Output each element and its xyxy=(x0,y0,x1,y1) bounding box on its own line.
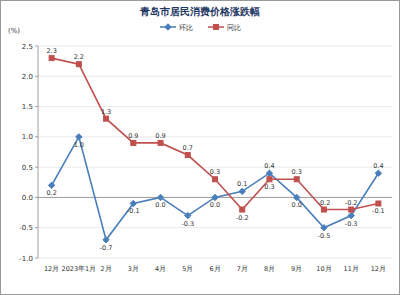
data-label: -0.7 xyxy=(100,244,113,252)
y-tick-label: -0.5 xyxy=(19,224,33,232)
y-axis xyxy=(38,46,39,258)
y-tick-label: -1.0 xyxy=(19,255,33,263)
x-tick-label: 8月 xyxy=(264,265,275,273)
marker xyxy=(293,194,299,200)
data-label: 0.2 xyxy=(46,189,56,197)
data-label: -0.3 xyxy=(345,220,358,228)
series-line xyxy=(52,137,379,240)
data-label: 1.3 xyxy=(101,108,111,116)
tick-mark xyxy=(35,167,38,168)
grid-line xyxy=(38,46,392,47)
tick-mark xyxy=(35,258,38,259)
tick-mark xyxy=(35,227,38,228)
marker xyxy=(165,24,171,30)
marker xyxy=(376,201,381,206)
data-label: 0.9 xyxy=(128,132,138,140)
grid-line xyxy=(38,76,392,77)
marker xyxy=(321,207,326,212)
x-tick-label: 2023年1月 xyxy=(62,265,97,273)
y-tick-label: 1.5 xyxy=(22,103,33,111)
grid-line xyxy=(38,136,392,137)
data-label: 0.0 xyxy=(210,201,220,209)
y-tick-label: 2.0 xyxy=(22,73,33,81)
marker xyxy=(103,237,109,243)
chart: 青岛市居民消费价格涨跌幅 (%) -1.0 -0.5 0.0 0.5 1.0 1.5 2.0 2.… xyxy=(0,0,400,295)
marker xyxy=(213,177,218,182)
data-label: 0.7 xyxy=(183,144,193,152)
marker xyxy=(185,153,190,158)
x-tick-label: 11月 xyxy=(344,265,359,273)
marker xyxy=(131,140,136,145)
marker xyxy=(49,56,54,61)
data-label: 0.3 xyxy=(210,168,220,176)
y-tick-label: 0.5 xyxy=(22,164,33,172)
tick-mark xyxy=(35,136,38,137)
data-label: 2.3 xyxy=(46,47,56,55)
x-tick-label: 12月 xyxy=(44,265,59,273)
marker xyxy=(157,194,163,200)
marker xyxy=(349,207,354,212)
data-label: -0.5 xyxy=(318,232,331,240)
y-tick-label: 2.5 xyxy=(22,43,33,51)
marker xyxy=(214,25,219,30)
marker xyxy=(76,62,81,67)
marker xyxy=(348,212,354,218)
tick-mark xyxy=(35,197,38,198)
x-tick-label: 12月 xyxy=(371,265,386,273)
tick-mark xyxy=(35,106,38,107)
marker xyxy=(48,182,54,188)
marker xyxy=(266,170,272,176)
marker xyxy=(321,225,327,231)
data-label: -0.1 xyxy=(372,207,385,215)
data-label: -0.2 xyxy=(345,199,358,207)
plot-area xyxy=(48,56,381,243)
data-label: -0.3 xyxy=(181,220,194,228)
marker xyxy=(104,116,109,121)
tick-mark xyxy=(35,76,38,77)
data-label: -0.2 xyxy=(236,214,249,222)
data-label: 0.3 xyxy=(292,168,302,176)
marker xyxy=(239,188,245,194)
marker xyxy=(240,207,245,212)
x-tick-label: 3月 xyxy=(128,265,139,273)
data-label: 1.0 xyxy=(74,141,84,149)
data-label: 0.1 xyxy=(237,180,247,188)
marker xyxy=(294,177,299,182)
x-tick-label: 2月 xyxy=(101,265,112,273)
y-tick-label: 0.0 xyxy=(22,194,33,202)
data-label: -0.2 xyxy=(318,199,331,207)
x-tick-label: 9月 xyxy=(291,265,302,273)
data-label: 0.4 xyxy=(264,162,274,170)
x-tick-label: 7月 xyxy=(237,265,248,273)
y-tick-label: 1.0 xyxy=(22,133,33,141)
marker xyxy=(375,170,381,176)
data-label: 0.9 xyxy=(155,132,165,140)
grid-line xyxy=(38,258,392,259)
marker xyxy=(185,212,191,218)
marker xyxy=(267,177,272,182)
x-tick-label: 4月 xyxy=(155,265,166,273)
data-label: 0.0 xyxy=(155,201,165,209)
grid-line xyxy=(38,227,392,228)
tick-mark xyxy=(35,46,38,47)
marker xyxy=(130,200,136,206)
legend-label: 同比 xyxy=(227,24,241,32)
data-label: 0.4 xyxy=(373,162,383,170)
marker xyxy=(76,134,82,140)
data-label: 2.2 xyxy=(74,53,84,61)
x-tick-label: 6月 xyxy=(209,265,220,273)
series-line xyxy=(52,58,379,209)
data-label: -0.1 xyxy=(127,207,140,215)
chart-border xyxy=(1,1,400,295)
marker xyxy=(212,194,218,200)
grid-line xyxy=(38,106,392,107)
data-label: 0.0 xyxy=(292,201,302,209)
x-tick-label: 5月 xyxy=(182,265,193,273)
marker xyxy=(158,140,163,145)
y-axis-label: (%) xyxy=(8,27,20,35)
title: 青岛市居民消费价格涨跌幅 xyxy=(139,6,260,17)
x-tick-label: 10月 xyxy=(316,265,331,273)
legend-label: 环比 xyxy=(179,24,193,32)
data-label: 0.3 xyxy=(264,183,274,191)
